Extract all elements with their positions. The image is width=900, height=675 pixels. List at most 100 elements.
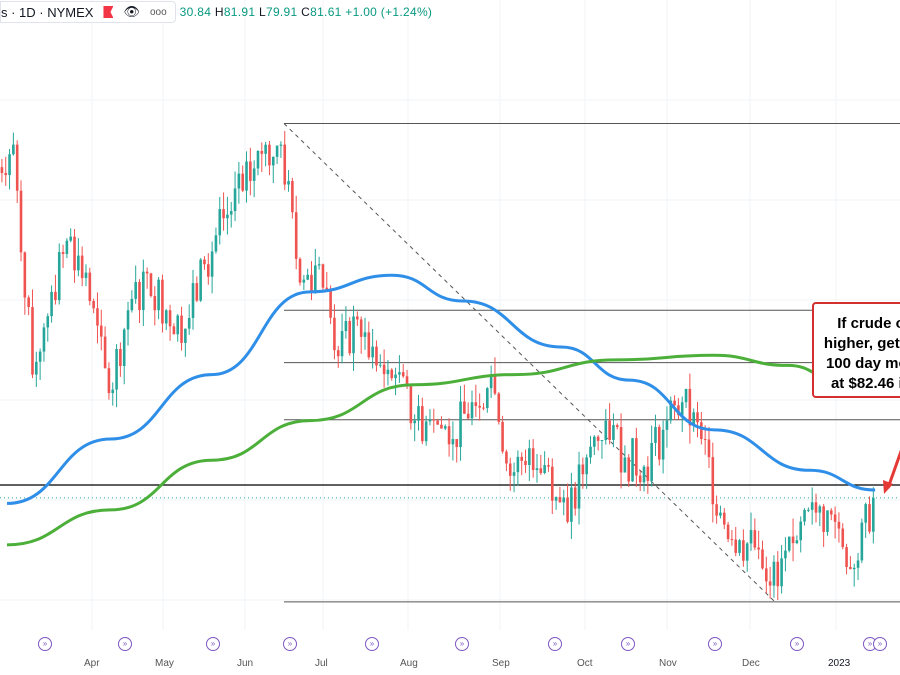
candle-body bbox=[436, 420, 439, 425]
candle-body bbox=[810, 502, 814, 510]
annotation-box[interactable]: If crude o higher, gettin 100 day mov at… bbox=[812, 302, 900, 398]
candle-body bbox=[554, 496, 558, 501]
candle-body bbox=[593, 436, 596, 447]
candle-body bbox=[596, 436, 600, 441]
event-icon[interactable]: » bbox=[873, 637, 887, 651]
candle-body bbox=[680, 402, 684, 416]
close-label: C bbox=[301, 5, 311, 19]
candle-body bbox=[478, 405, 481, 408]
candle-body bbox=[818, 506, 822, 513]
candle-body bbox=[745, 543, 749, 561]
symbol-box[interactable]: s · 1D · NYMEX 👁 ooo bbox=[0, 1, 176, 23]
candle-body bbox=[657, 426, 661, 460]
candle-body bbox=[329, 290, 332, 318]
candle-body bbox=[172, 326, 176, 335]
candle-body bbox=[612, 425, 615, 440]
candle-body bbox=[688, 388, 692, 426]
candle-body bbox=[321, 264, 325, 288]
candle-body bbox=[157, 279, 160, 311]
candle-body bbox=[69, 236, 72, 241]
candle-body bbox=[726, 524, 730, 540]
candle-body bbox=[768, 581, 772, 586]
event-icon[interactable]: » bbox=[790, 637, 804, 651]
candle-body bbox=[38, 351, 42, 362]
candle-body bbox=[340, 331, 344, 357]
candle-body bbox=[787, 536, 791, 551]
candle-body bbox=[164, 310, 168, 324]
more-icon[interactable]: ooo bbox=[149, 6, 167, 18]
candle-body bbox=[730, 539, 734, 541]
flag-icon[interactable] bbox=[103, 6, 114, 18]
candle-body bbox=[520, 456, 523, 461]
candle-body bbox=[237, 173, 241, 189]
candle-body bbox=[207, 264, 210, 277]
candle-body bbox=[126, 310, 130, 330]
candle-body bbox=[852, 567, 856, 570]
candle-body bbox=[432, 419, 436, 421]
x-tick-label: Dec bbox=[742, 658, 760, 669]
candle-body bbox=[585, 457, 588, 475]
candle-body bbox=[252, 168, 256, 181]
candle-body bbox=[784, 550, 787, 559]
candle-body bbox=[428, 419, 432, 422]
candle-body bbox=[547, 465, 550, 467]
candle-body bbox=[627, 457, 631, 482]
event-icon[interactable]: » bbox=[206, 637, 220, 651]
candle-body bbox=[42, 327, 46, 352]
candle-body bbox=[249, 161, 252, 181]
candle-body bbox=[860, 522, 864, 561]
candle-body bbox=[378, 364, 382, 366]
candle-body bbox=[103, 336, 107, 369]
close-value: 81.61 bbox=[310, 5, 342, 19]
candle-body bbox=[516, 456, 520, 473]
candle-body bbox=[531, 448, 535, 470]
candle-body bbox=[535, 468, 539, 470]
event-icon[interactable]: » bbox=[621, 637, 635, 651]
candle-body bbox=[849, 567, 852, 570]
arrow-head-icon bbox=[883, 480, 893, 494]
candle-body bbox=[264, 144, 267, 154]
candle-body bbox=[459, 401, 462, 447]
candle-body bbox=[401, 372, 405, 377]
candle-body bbox=[604, 420, 608, 441]
candle-body bbox=[268, 144, 271, 166]
candle-body bbox=[493, 374, 497, 394]
event-icon[interactable]: » bbox=[118, 637, 132, 651]
event-icon[interactable]: » bbox=[455, 637, 469, 651]
candle-body bbox=[398, 372, 401, 375]
candle-body bbox=[80, 255, 84, 279]
event-icon[interactable]: » bbox=[548, 637, 562, 651]
high-label: H bbox=[214, 5, 224, 19]
candle-body bbox=[279, 144, 283, 146]
candle-body bbox=[195, 283, 199, 301]
candle-body bbox=[92, 301, 95, 309]
candle-body bbox=[742, 540, 745, 561]
candle-body bbox=[50, 291, 53, 317]
candle-body bbox=[642, 466, 646, 483]
candle-body bbox=[661, 429, 665, 460]
candle-body bbox=[424, 421, 428, 442]
candle-body bbox=[776, 561, 780, 587]
candle-body bbox=[245, 161, 248, 191]
candle-body bbox=[226, 214, 229, 219]
candle-body bbox=[715, 504, 718, 516]
candle-body bbox=[753, 530, 757, 548]
moving-average-line bbox=[6, 273, 876, 505]
low-label: L bbox=[258, 5, 266, 19]
event-icon[interactable]: » bbox=[283, 637, 297, 651]
candle-body bbox=[73, 236, 76, 271]
event-icon[interactable]: » bbox=[365, 637, 379, 651]
candle-body bbox=[271, 156, 275, 166]
eye-icon[interactable]: 👁 bbox=[123, 4, 140, 19]
candle-body bbox=[375, 346, 378, 366]
candle-body bbox=[199, 259, 202, 301]
candle-body bbox=[23, 252, 27, 298]
event-icon[interactable]: » bbox=[38, 637, 52, 651]
low-value: 79.91 bbox=[265, 5, 298, 19]
candle-body bbox=[57, 252, 61, 301]
candle-body bbox=[168, 310, 172, 327]
candle-body bbox=[363, 332, 367, 337]
change-value: +1.00 (+1.24%) bbox=[345, 5, 433, 19]
event-icon[interactable]: » bbox=[708, 637, 722, 651]
